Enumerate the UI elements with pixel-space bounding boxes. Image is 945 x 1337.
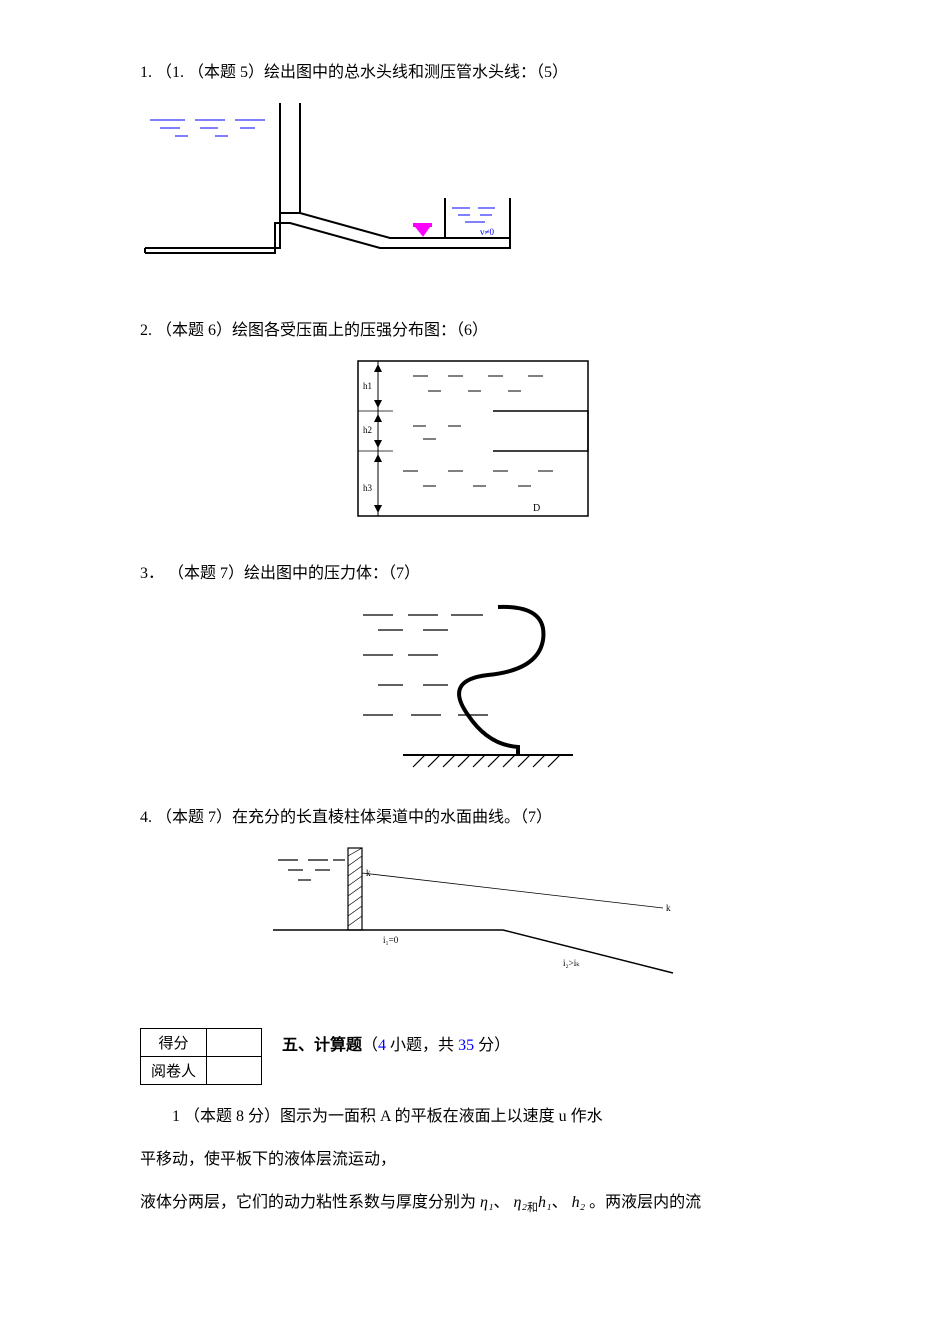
q4-prefix: 4. (140, 809, 152, 826)
q1-diagram-container: v≠0 (140, 98, 805, 268)
q4-water (278, 860, 345, 880)
section5-prefix: 五、计算题 (282, 1037, 362, 1054)
q3-hatch (413, 755, 560, 767)
q2-diagram: h1 h2 h3 D (333, 351, 613, 531)
p1-sep1: 、 (494, 1194, 510, 1211)
section5-count: 4 (378, 1037, 386, 1054)
q3-diagram-container (140, 595, 805, 775)
section5-pts: 35 (458, 1037, 474, 1054)
q3-prefix: 3． (140, 565, 164, 582)
section5-row: 得分 阅卷人 五、计算题（4 小题，共 35 分） (140, 1028, 805, 1085)
q2-text: 2. （本题 6）绘图各受压面上的压强分布图：（6） (140, 318, 805, 344)
score-table: 得分 阅卷人 (140, 1028, 262, 1085)
q1-prefix: 1. (140, 64, 152, 81)
q1-label: v≠0 (480, 227, 494, 237)
q2-water-bot (403, 471, 553, 486)
p1-h1: h₁ (538, 1194, 552, 1211)
score-label: 得分 (141, 1029, 207, 1057)
p1-eta2: η₂ (514, 1194, 528, 1211)
q4-diagram-container: k k i₁=0 i₂>iₖ (140, 838, 805, 988)
q4-body: （本题 7）在充分的长直棱柱体渠道中的水面曲线。（7） (156, 809, 552, 826)
section5-mid: 小题，共 (386, 1037, 458, 1054)
p1-line3: 液体分两层，它们的动力粘性系数与厚度分别为 η₁、 η₂和h₁、 h₂ 。两液层… (140, 1185, 805, 1222)
q1-container (145, 103, 510, 253)
section5-title: 五、计算题（4 小题，共 35 分） (282, 1028, 510, 1055)
score-cell (207, 1029, 262, 1057)
p1-line2: 平移动，使平板下的液体层流运动， (140, 1142, 805, 1179)
reviewer-label: 阅卷人 (141, 1057, 207, 1085)
p1-sep2: 、 (552, 1194, 568, 1211)
q2-prefix: 2. (140, 322, 152, 339)
q2-body: （本题 6）绘图各受压面上的压强分布图：（6） (156, 322, 488, 339)
p1-and: 和 (527, 1202, 538, 1214)
p1-eta1: η₁ (480, 1194, 494, 1211)
q3-diagram (343, 595, 603, 775)
q4-i1: i₁=0 (383, 935, 399, 945)
q2-water-mid (413, 426, 461, 439)
q3-water (363, 615, 488, 715)
q4-k2: k (666, 903, 671, 913)
q4-k1: k (366, 868, 371, 878)
section5-open: （ (362, 1037, 378, 1054)
q4-bed-slope (503, 930, 673, 973)
q2-h3: h3 (363, 483, 373, 493)
p1-line1: 1 （本题 8 分）图示为一面积 A 的平板在液面上以速度 u 作水 (140, 1099, 805, 1136)
q1-water-right (452, 208, 495, 222)
reviewer-cell (207, 1057, 262, 1085)
q3-body: （本题 7）绘出图中的压力体：（7） (168, 565, 420, 582)
q2-D: D (533, 503, 540, 514)
p1-l3a: 液体分两层，它们的动力粘性系数与厚度分别为 (140, 1194, 476, 1211)
q4-k-line (362, 873, 663, 908)
q2-h1: h1 (363, 381, 372, 391)
q4-diagram: k k i₁=0 i₂>iₖ (263, 838, 683, 988)
q1-body: （1. （本题 5）绘出图中的总水头线和测压管水头线：（5） (156, 64, 568, 81)
q1-text: 1. （1. （本题 5）绘出图中的总水头线和测压管水头线：（5） (140, 60, 805, 86)
p1-h2: h₂ (572, 1194, 586, 1211)
q2-h2: h2 (363, 425, 372, 435)
q1-pump (413, 223, 432, 236)
q3-curve (459, 607, 543, 755)
q1-water-left (150, 120, 265, 136)
section5-end: 分） (474, 1037, 510, 1054)
q2-diagram-container: h1 h2 h3 D (140, 351, 805, 531)
p1-l3b: 。两液层内的流 (585, 1194, 701, 1211)
q2-water-top (413, 376, 543, 391)
q4-i2: i₂>iₖ (563, 958, 580, 968)
q3-text: 3． （本题 7）绘出图中的压力体：（7） (140, 561, 805, 587)
q1-diagram: v≠0 (140, 98, 520, 268)
q4-text: 4. （本题 7）在充分的长直棱柱体渠道中的水面曲线。（7） (140, 805, 805, 831)
